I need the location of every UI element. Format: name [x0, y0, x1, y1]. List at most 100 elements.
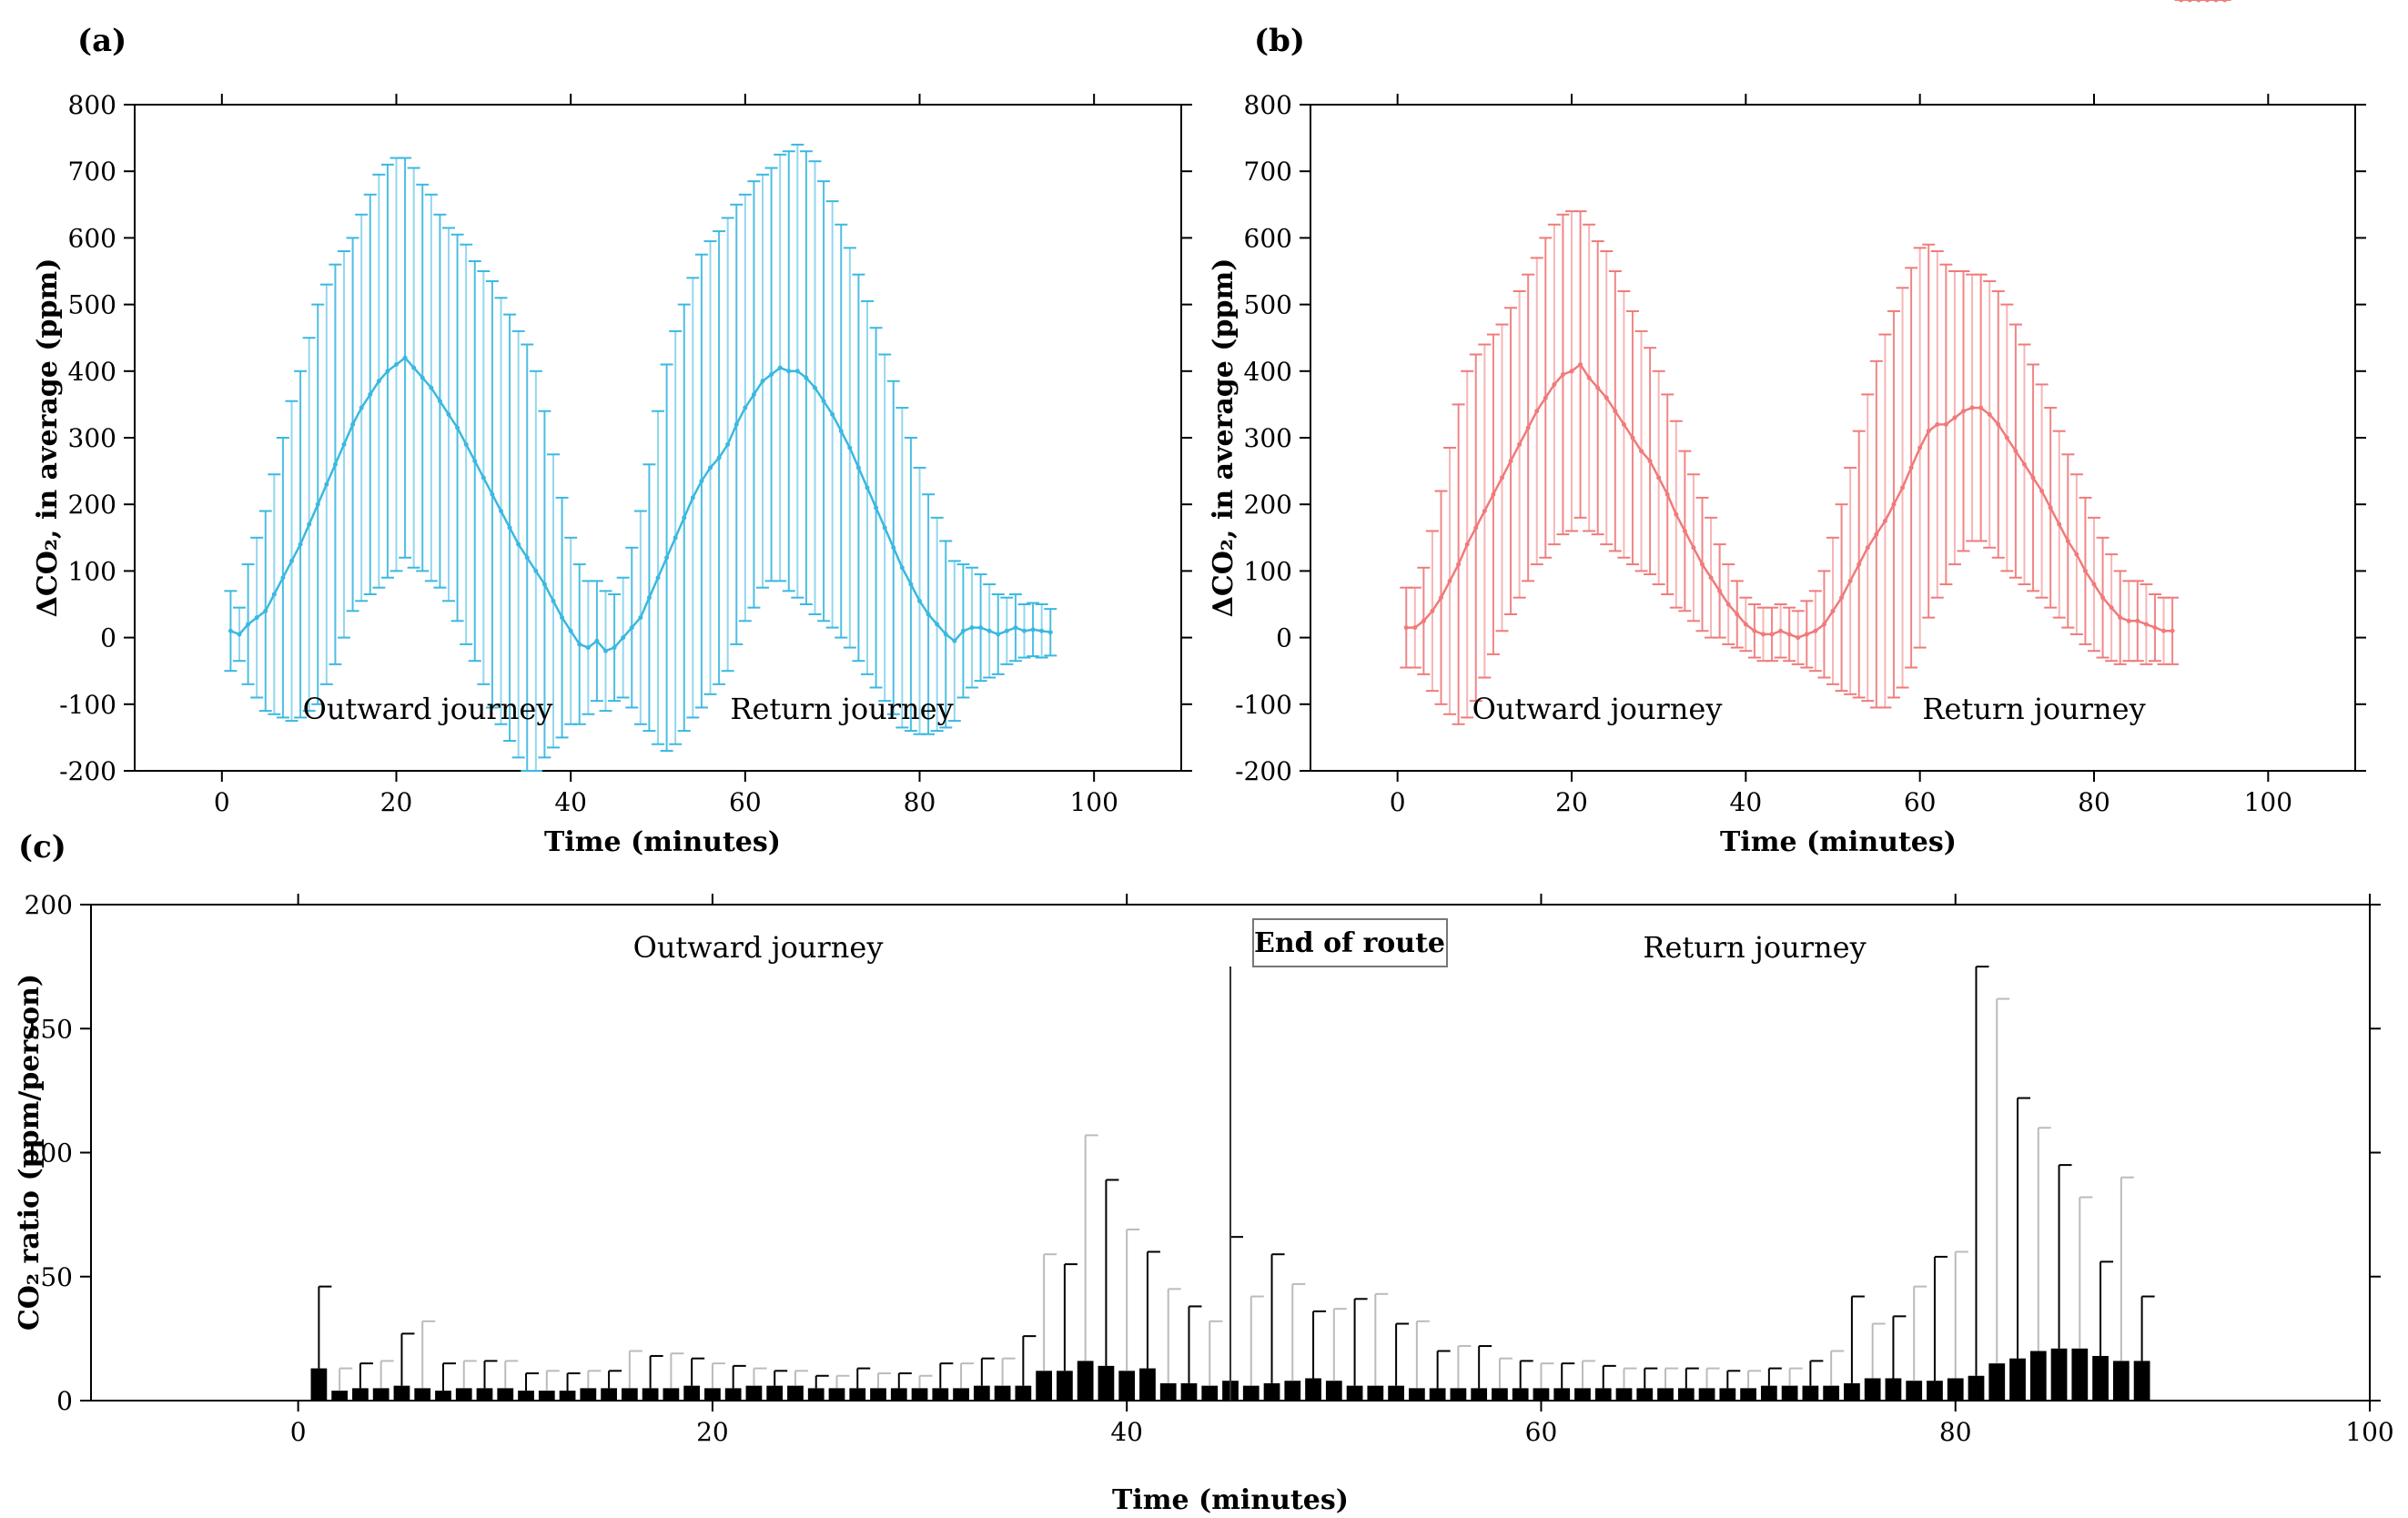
a-mean-point: [507, 525, 512, 531]
c-bar: [1823, 1385, 1840, 1401]
c-bar: [766, 1385, 784, 1401]
c-bar: [2112, 1361, 2130, 1401]
b-x-tick-label: 60: [1904, 787, 1937, 817]
b-mean-point: [1926, 429, 1931, 434]
b-mean-point: [1935, 421, 1940, 427]
a-mean-point: [917, 598, 922, 603]
c-bar: [1636, 1388, 1654, 1401]
a-mean-point: [786, 369, 792, 374]
a-mean-point: [524, 555, 530, 561]
c-bar: [435, 1391, 451, 1401]
a-y-tick-label: 200: [68, 490, 116, 520]
b-y-tick-label: 600: [1244, 223, 1292, 253]
b-mean-point: [1421, 618, 1426, 623]
c-bar: [2029, 1351, 2047, 1401]
a-mean-point: [516, 541, 521, 547]
c-x-tick-label: 60: [1525, 1417, 1558, 1447]
b-mean-point: [1552, 381, 1557, 387]
b-mean-point: [2065, 538, 2070, 543]
c-bar: [1263, 1382, 1280, 1401]
b-mean-point: [1830, 608, 1836, 613]
a-mean-point: [463, 441, 469, 447]
c-bar: [497, 1388, 514, 1401]
c-y-tick-label: 150: [25, 1014, 73, 1044]
a-mean-point: [699, 479, 704, 484]
b-mean-point: [1586, 375, 1592, 380]
c-bar: [559, 1391, 576, 1401]
a-mean-point: [541, 582, 547, 587]
c-bar: [1118, 1371, 1136, 1401]
a-mean-point: [908, 582, 914, 587]
a-y-tick-label: 800: [68, 90, 116, 120]
c-bar: [1305, 1378, 1321, 1401]
c-x-tick-label: 20: [696, 1417, 729, 1447]
b-y-tick-label: -100: [1235, 690, 1292, 720]
b-mean-point: [2030, 475, 2036, 481]
b-mean-point: [2039, 489, 2045, 494]
a-mean-point: [690, 495, 695, 501]
a-mean-point: [402, 355, 408, 360]
b-mean-point: [1525, 425, 1531, 430]
c-bar: [1388, 1385, 1404, 1401]
c-bar: [2071, 1348, 2089, 1401]
b-mean-point: [1839, 595, 1845, 601]
a-mean-point: [446, 411, 451, 417]
b-y-tick-label: 700: [1244, 157, 1292, 187]
a-mean-point: [437, 399, 442, 404]
c-y-tick-label: 50: [40, 1262, 73, 1292]
b-mean-point: [2004, 435, 2009, 440]
c-bar: [621, 1388, 638, 1401]
b-mean-point: [1760, 632, 1766, 637]
b-y-tick-label: 100: [1244, 556, 1292, 586]
a-mean-point: [472, 459, 478, 464]
a-mean-point: [568, 628, 573, 633]
b-mean-point: [1447, 578, 1452, 583]
b-mean-point: [1874, 531, 1879, 537]
y-axis-label-c: CO₂ ratio (ppm/person): [14, 974, 46, 1331]
a-mean-point: [315, 501, 320, 507]
c-bar: [352, 1388, 369, 1401]
b-mean-point: [2013, 449, 2018, 454]
a-mean-point: [1004, 628, 1009, 633]
a-mean-point: [1039, 628, 1045, 633]
c-bar: [1284, 1381, 1301, 1401]
a-mean-point: [743, 405, 748, 410]
c-bar: [1615, 1388, 1633, 1401]
a-mean-point: [376, 379, 381, 384]
a-mean-point: [996, 632, 1001, 637]
b-y-tick-label: 500: [1244, 290, 1292, 320]
series-c: [310, 966, 2155, 1401]
a-mean-point: [969, 625, 975, 631]
a-x-tick-label: 0: [214, 787, 230, 817]
c-y-tick-label: 200: [25, 890, 73, 920]
a-y-tick-label: 300: [68, 423, 116, 453]
a-mean-point: [612, 645, 617, 651]
a-mean-point: [237, 632, 242, 637]
c-bar: [1719, 1388, 1736, 1401]
c-bar: [642, 1388, 659, 1401]
c-bar: [580, 1388, 597, 1401]
a-y-tick-label: 700: [68, 157, 116, 187]
b-y-tick-label: -200: [1235, 756, 1292, 786]
a-mean-point: [394, 361, 399, 367]
a-mean-point: [734, 421, 739, 427]
b-mean-point: [1952, 415, 1958, 420]
c-bar: [2009, 1358, 2026, 1401]
c-bar: [2050, 1348, 2068, 1401]
b-mean-point: [1725, 602, 1731, 607]
c-bar: [331, 1391, 349, 1401]
a-mean-point: [899, 565, 905, 571]
annotation-outward-c: Outward journey: [633, 930, 884, 965]
a-mean-point: [603, 648, 608, 653]
a-y-tick-label: 100: [68, 556, 116, 586]
a-mean-point: [751, 391, 756, 397]
c-bar: [787, 1385, 804, 1401]
c-bar: [849, 1388, 866, 1401]
a-mean-point: [813, 385, 817, 390]
b-mean-point: [1821, 622, 1826, 627]
b-mean-point: [1987, 411, 1992, 417]
c-bar: [994, 1385, 1011, 1401]
c-bar: [476, 1388, 493, 1401]
a-mean-point: [725, 441, 731, 447]
c-bar: [1429, 1388, 1446, 1401]
